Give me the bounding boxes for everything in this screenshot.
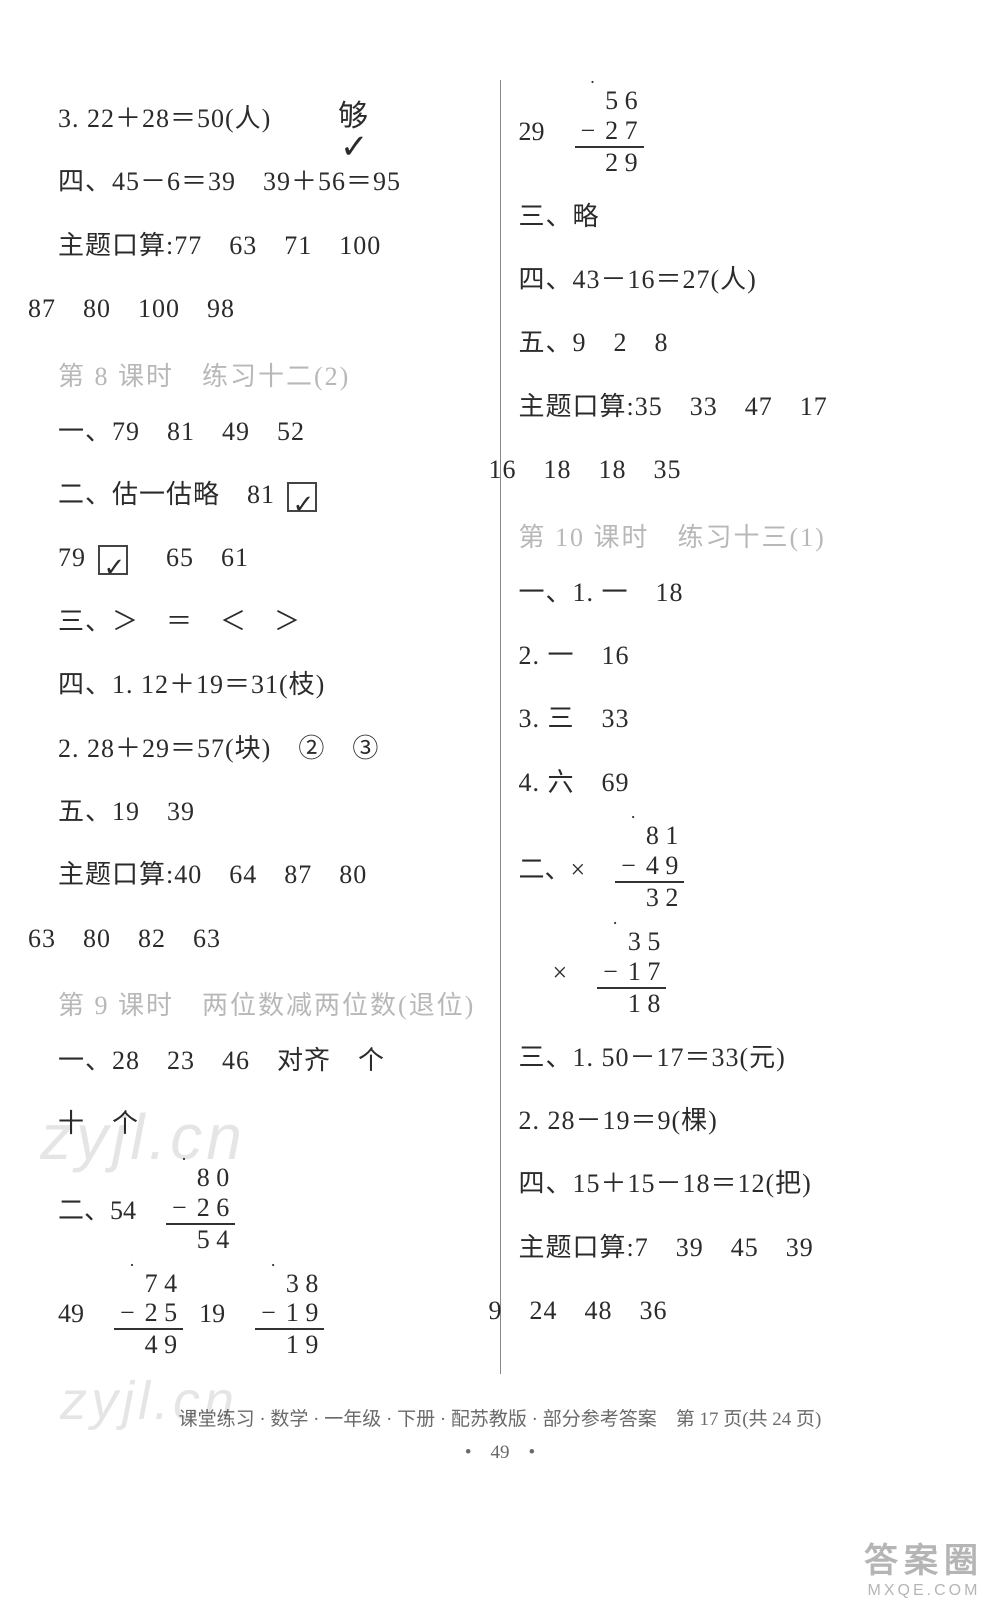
text-line: 四、1. 12＋19＝31(枝) <box>58 660 482 709</box>
text-line: 63 80 82 63 <box>28 914 482 963</box>
text-line: 五、19 39 <box>58 787 482 836</box>
page-root: 3. 22＋28＝50(人) 够 ✓ 四、45－6＝39 39＋56＝95 主题… <box>0 0 1000 1606</box>
text-line: 主题口算:77 63 71 100 <box>58 221 482 270</box>
vertical-subtraction: ·5 6 −2 7 2 9 <box>575 86 644 178</box>
minus-sign: − <box>261 1298 276 1328</box>
text-line: 3. 22＋28＝50(人) 够 ✓ <box>58 94 482 143</box>
check-mark-icon: ✓ <box>340 116 370 181</box>
text-line: 一、79 81 49 52 <box>58 407 482 456</box>
answer-text: 65 61 <box>139 543 249 572</box>
answer-text: 二、估一估略 81 <box>58 480 283 509</box>
answer-text: 29 <box>519 117 545 147</box>
calc-top: 3 8 <box>286 1269 319 1298</box>
text-line: 2. 28＋29＝57(块) ② ③ <box>58 724 482 773</box>
text-line: 四、45－6＝39 39＋56＝95 <box>58 157 482 206</box>
lesson-heading: 第 9 课时 两位数减两位数(退位) <box>58 985 482 1022</box>
calc-top: 8 0 <box>197 1163 230 1192</box>
calc-result: 4 9 <box>114 1330 183 1360</box>
text-line: 87 80 100 98 <box>28 284 482 333</box>
answer-text: 3. 22＋28＝50(人) <box>58 104 271 133</box>
calc-top: 8 1 <box>646 821 679 850</box>
vertical-subtraction: ·7 4 −2 5 4 9 <box>114 1269 183 1361</box>
text-line: 9 24 48 36 <box>489 1286 943 1335</box>
text-line: 三、略 <box>519 192 943 241</box>
text-line: 3. 三 33 <box>519 694 943 743</box>
left-column: 3. 22＋28＝50(人) 够 ✓ 四、45－6＝39 39＋56＝95 主题… <box>40 80 501 1374</box>
calc-result: 1 9 <box>255 1330 324 1360</box>
calc-mid: 2 7 <box>605 116 638 145</box>
corner-watermark: 答案圈 MXQE.COM <box>854 1533 994 1600</box>
vertical-subtraction: ·8 0 −2 6 5 4 <box>166 1163 235 1255</box>
lesson-heading: 第 8 课时 练习十二(2) <box>58 356 482 393</box>
minus-sign: − <box>603 957 618 987</box>
text-line: 79 65 61 <box>58 533 482 582</box>
text-line: 三、＞ ＝ ＜ ＞ <box>58 597 482 646</box>
checked-box-icon <box>287 482 317 512</box>
vertical-subtraction: ·3 8 −1 9 1 9 <box>255 1269 324 1361</box>
text-line: 2. 28－19＝9(棵) <box>519 1096 943 1145</box>
text-line: 四、15＋15－18＝12(把) <box>519 1159 943 1208</box>
calc-mid: 2 5 <box>145 1298 178 1327</box>
answer-text: 二、× <box>519 849 586 886</box>
answer-text: 19 <box>199 1299 225 1329</box>
calc-mid: 1 9 <box>286 1298 319 1327</box>
minus-sign: − <box>172 1193 187 1223</box>
calc-row: 二、× ·8 1 −4 9 3 2 <box>519 821 943 913</box>
text-line: 十 个 <box>58 1099 482 1148</box>
text-line: 主题口算:35 33 47 17 <box>519 382 943 431</box>
minus-sign: − <box>621 851 636 881</box>
minus-sign: − <box>581 116 596 146</box>
answer-text: × <box>553 958 568 988</box>
minus-sign: − <box>120 1298 135 1328</box>
calc-result: 2 9 <box>575 148 644 178</box>
calc-result: 1 8 <box>597 989 666 1019</box>
answer-text: 二、54 <box>58 1190 136 1227</box>
calc-top: 7 4 <box>145 1269 178 1298</box>
text-line: 主题口算:40 64 87 80 <box>58 850 482 899</box>
calc-mid: 4 9 <box>646 851 679 880</box>
text-line: 主题口算:7 39 45 39 <box>519 1223 943 1272</box>
text-line: 2. 一 16 <box>519 631 943 680</box>
corner-watermark-big: 答案圈 <box>854 1533 994 1582</box>
checked-box-icon <box>98 545 128 575</box>
text-line: 4. 六 69 <box>519 758 943 807</box>
answer-text: 79 <box>58 543 94 572</box>
answer-text: 49 <box>58 1299 84 1329</box>
calc-row: 29 ·5 6 −2 7 2 9 <box>519 86 943 178</box>
text-line: 一、1. 一 18 <box>519 568 943 617</box>
text-line: 三、1. 50－17＝33(元) <box>519 1033 943 1082</box>
text-line: 一、28 23 46 对齐 个 <box>58 1036 482 1085</box>
vertical-subtraction: ·8 1 −4 9 3 2 <box>615 821 684 913</box>
text-line: 五、9 2 8 <box>519 318 943 367</box>
calc-row: 49 ·7 4 −2 5 4 9 19 ·3 8 −1 9 1 9 <box>58 1269 482 1361</box>
page-number: • 49 • <box>40 1437 960 1464</box>
calc-row: 二、54 ·8 0 −2 6 5 4 <box>58 1163 482 1255</box>
text-line: 16 18 18 35 <box>489 445 943 494</box>
vertical-subtraction: ·3 5 −1 7 1 8 <box>597 927 666 1019</box>
calc-top: 5 6 <box>605 86 638 115</box>
calc-result: 3 2 <box>615 883 684 913</box>
calc-mid: 2 6 <box>197 1193 230 1222</box>
calc-result: 5 4 <box>166 1225 235 1255</box>
corner-watermark-small: MXQE.COM <box>854 1582 994 1600</box>
text-line: 四、43－16＝27(人) <box>519 255 943 304</box>
text-line: 二、估一估略 81 <box>58 470 482 519</box>
calc-top: 3 5 <box>628 927 661 956</box>
two-column-layout: 3. 22＋28＝50(人) 够 ✓ 四、45－6＝39 39＋56＝95 主题… <box>40 80 960 1374</box>
right-column: 29 ·5 6 −2 7 2 9 三、略 四、43－16＝27(人) 五、9 2… <box>501 80 961 1374</box>
calc-row: × ·3 5 −1 7 1 8 <box>553 927 943 1019</box>
lesson-heading: 第 10 课时 练习十三(1) <box>519 517 943 554</box>
footer-text: 课堂练习 · 数学 · 一年级 · 下册 · 配苏教版 · 部分参考答案 第 1… <box>40 1404 960 1431</box>
calc-mid: 1 7 <box>628 957 661 986</box>
